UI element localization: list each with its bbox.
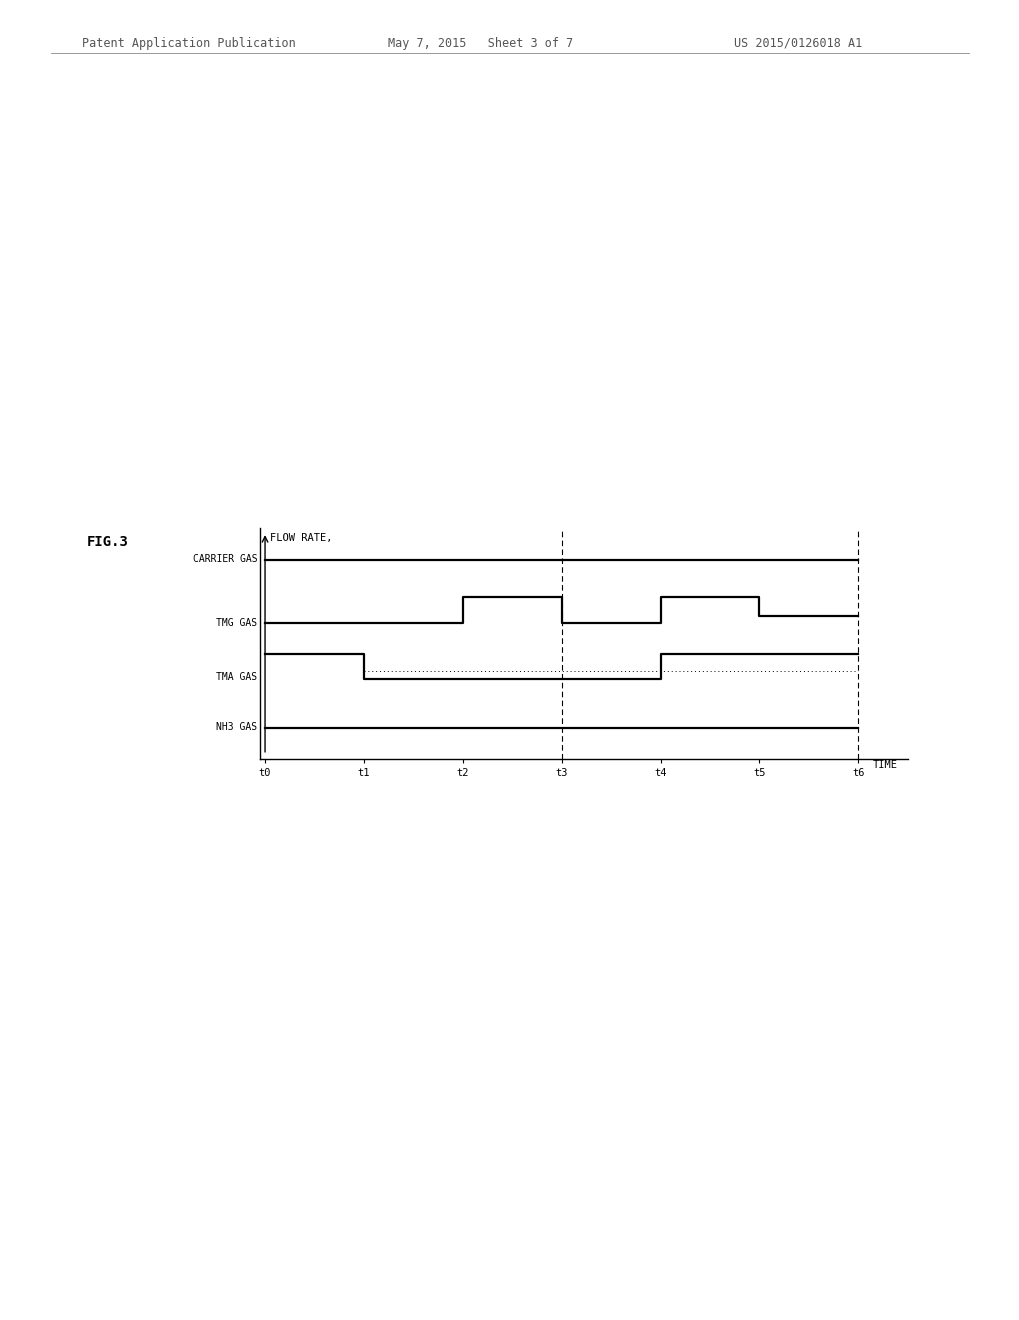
Text: FIG.3: FIG.3 [87,535,128,549]
Text: FLOW RATE,: FLOW RATE, [270,533,332,543]
Text: TIME: TIME [872,760,898,771]
Text: TMA GAS: TMA GAS [216,672,257,682]
Text: CARRIER GAS: CARRIER GAS [193,554,257,565]
Text: US 2015/0126018 A1: US 2015/0126018 A1 [734,37,862,50]
Text: NH3 GAS: NH3 GAS [216,722,257,733]
Text: TMG GAS: TMG GAS [216,618,257,627]
Text: May 7, 2015   Sheet 3 of 7: May 7, 2015 Sheet 3 of 7 [387,37,573,50]
Text: Patent Application Publication: Patent Application Publication [82,37,296,50]
